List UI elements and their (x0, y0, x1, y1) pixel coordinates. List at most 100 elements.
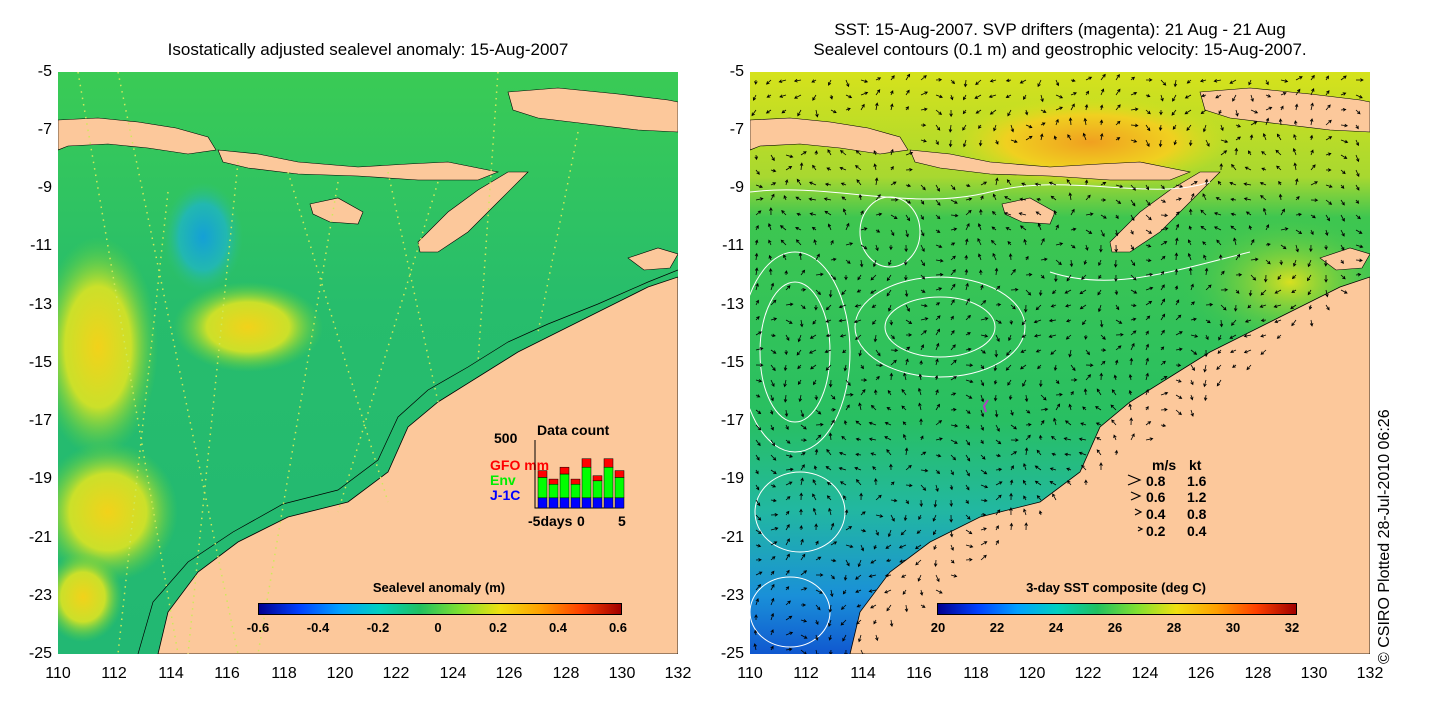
velocity-arrow (873, 544, 877, 550)
velocity-arrow (1113, 434, 1117, 441)
velocity-arrow (920, 244, 925, 252)
velocity-arrow (1070, 378, 1078, 382)
velocity-arrow (1025, 255, 1029, 261)
velocity-arrow (935, 574, 940, 583)
velocity-arrow (1009, 522, 1014, 531)
velocity-arrow (1010, 268, 1016, 276)
velocity-arrow (950, 199, 958, 204)
velocity-arrow (965, 183, 971, 188)
velocity-arrow (995, 439, 1002, 445)
velocity-arrow (1070, 208, 1075, 216)
left-ytick: -13 (28, 296, 52, 313)
velocity-arrow (800, 634, 808, 639)
velocity-arrow (1033, 334, 1042, 338)
velocity-arrow (845, 94, 853, 99)
velocity-arrow (1190, 334, 1199, 338)
velocity-arrow (1280, 227, 1289, 231)
velocity-arrow (1310, 181, 1318, 186)
right-map[interactable] (750, 72, 1370, 654)
velocity-arrow (1037, 222, 1042, 231)
velocity-arrow (755, 484, 760, 491)
left-anomaly-high-central (173, 282, 323, 372)
velocity-arrow (920, 435, 924, 441)
velocity-arrow (965, 298, 970, 306)
velocity-arrow (751, 109, 757, 117)
velocity-arrow (917, 387, 922, 396)
velocity-legend-arrow-04 (1134, 508, 1143, 516)
velocity-arrow (1250, 257, 1259, 262)
velocity-arrow (1037, 79, 1042, 88)
velocity-arrow (845, 79, 850, 88)
velocity-arrow (795, 226, 802, 231)
velocity-arrow (1340, 107, 1347, 112)
left-ytick: -15 (28, 354, 52, 371)
velocity-arrow (785, 615, 793, 621)
velocity-arrow (1260, 349, 1267, 355)
velocity-arrow (965, 197, 973, 201)
velocity-arrow (887, 389, 892, 396)
velocity-arrow (1243, 197, 1252, 201)
velocity-arrow (800, 269, 806, 276)
velocity-arrow (1066, 274, 1072, 282)
velocity-arrow (755, 529, 762, 535)
velocity-arrow (872, 259, 877, 268)
velocity-arrow (799, 492, 803, 501)
velocity-arrow (980, 364, 985, 370)
velocity-arrow (1066, 179, 1072, 186)
velocity-arrow (962, 139, 967, 148)
velocity-arrow (989, 109, 997, 115)
velocity-arrow (755, 331, 762, 336)
velocity-arrow (1113, 374, 1118, 381)
velocity-arrow (800, 424, 807, 430)
velocity-arrow (855, 589, 862, 593)
velocity-arrow (1003, 211, 1012, 216)
velocity-arrow (949, 109, 953, 118)
velocity-arrow (1355, 94, 1363, 99)
velocity-arrow (1243, 182, 1252, 186)
velocity-arrow (800, 587, 808, 591)
velocity-arrow (815, 556, 822, 561)
velocity-arrow (980, 349, 986, 354)
velocity-arrow (889, 463, 893, 471)
left-cbar-tick: 0.2 (488, 620, 508, 635)
left-map[interactable] (58, 72, 678, 654)
velocity-arrow (1024, 447, 1029, 456)
velocity-arrow (935, 229, 941, 233)
velocity-arrow (1245, 211, 1252, 216)
svp-drifter-track (982, 399, 989, 413)
velocity-arrow (1340, 274, 1346, 280)
velocity-arrow (1160, 213, 1169, 218)
velocity-arrow (875, 634, 879, 642)
velocity-arrow (905, 151, 914, 156)
velocity-arrow (841, 289, 847, 296)
velocity-arrow (812, 479, 817, 486)
right-land-islands-northeast (1199, 87, 1370, 133)
velocity-arrow (1259, 181, 1267, 186)
velocity-arrow (1083, 117, 1088, 126)
velocity-arrow (1063, 437, 1072, 441)
velocity-arrow (810, 364, 817, 370)
velocity-arrow (1175, 237, 1179, 246)
velocity-arrow (1130, 76, 1136, 81)
velocity-arrow (1099, 119, 1104, 126)
velocity-arrow (839, 166, 847, 171)
velocity-legend-ms: 0.4 (1146, 506, 1166, 522)
velocity-arrow (839, 150, 847, 156)
velocity-arrow (830, 109, 837, 114)
velocity-legend-kt: 1.6 (1187, 473, 1207, 489)
velocity-arrow (809, 334, 817, 339)
velocity-arrow (1280, 92, 1287, 96)
velocity-arrow (770, 583, 775, 591)
velocity-arrow (950, 213, 959, 218)
data-count-bar-j1c (570, 497, 581, 509)
velocity-arrow (920, 107, 928, 112)
velocity-arrow (785, 424, 789, 430)
velocity-arrow (1096, 449, 1102, 456)
velocity-arrow (1036, 449, 1042, 456)
velocity-arrow (992, 193, 997, 201)
velocity-arrow (842, 349, 847, 354)
velocity-arrow (1099, 462, 1103, 471)
velocity-arrow (840, 182, 847, 186)
velocity-arrow (1078, 437, 1087, 441)
velocity-arrow (1038, 434, 1043, 441)
